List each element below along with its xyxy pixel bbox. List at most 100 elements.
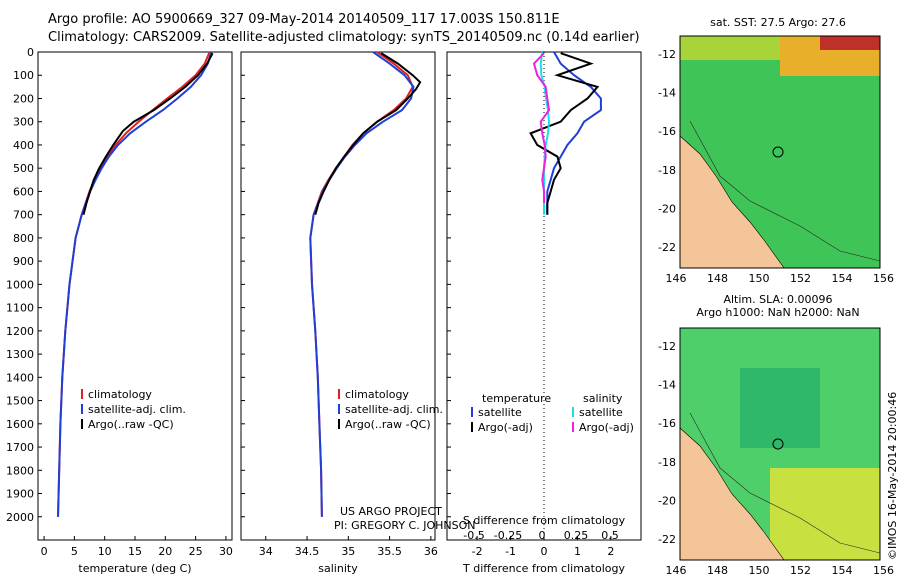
legend-label: Argo(-adj) <box>579 421 634 434</box>
legend-label: climatology <box>88 388 152 401</box>
x-tick-label: 1 <box>574 545 581 558</box>
y-tick-label: 900 <box>13 255 34 268</box>
legend-label: satellite <box>579 406 623 419</box>
map-y-tick-label: -14 <box>658 379 676 392</box>
legend-header: salinity <box>583 392 623 405</box>
y-tick-label: 300 <box>13 116 34 129</box>
map-x-tick-label: 152 <box>790 272 811 285</box>
map-y-tick-label: -18 <box>658 164 676 177</box>
sla-map <box>679 327 881 561</box>
legend-label: Argo(..raw -QC) <box>88 418 174 431</box>
map-y-tick-label: -18 <box>658 456 676 469</box>
x-tick-label: 36 <box>424 545 438 558</box>
map-y-tick-label: -20 <box>658 202 676 215</box>
y-tick-label: 1000 <box>6 278 34 291</box>
map-y-tick-label: -14 <box>658 87 676 100</box>
temperature-profile-series-satellite-adj--clim- <box>57 51 213 517</box>
sla-low-patch <box>740 368 820 448</box>
argo-location-marker <box>772 438 784 450</box>
map-x-tick-label: 154 <box>832 272 853 285</box>
x-tick-label: -2 <box>472 545 483 558</box>
x-tick-label: 35 <box>341 545 355 558</box>
y-tick-label: 1900 <box>6 488 34 501</box>
y-tick-label: 800 <box>13 232 34 245</box>
map-x-tick-label: 154 <box>832 564 853 577</box>
top-x-tick-label: 0.5 <box>601 529 619 542</box>
x-axis-label: temperature (deg C) <box>78 562 191 575</box>
salinity-profile-frame <box>240 51 436 541</box>
y-tick-label: 600 <box>13 185 34 198</box>
x-tick-label: 20 <box>158 545 172 558</box>
sla-map-title-line2: Argo h1000: NaN h2000: NaN <box>696 306 860 319</box>
sla-map-title-line1: Altim. SLA: 0.00096 <box>723 293 833 306</box>
credit-pi: PI: GREGORY C. JOHNSON <box>334 519 475 532</box>
x-tick-label: 30 <box>219 545 233 558</box>
x-tick-label: 5 <box>71 545 78 558</box>
map-x-tick-label: 146 <box>666 272 687 285</box>
hot-sst-patch <box>820 36 880 50</box>
map-x-tick-label: 156 <box>873 272 894 285</box>
y-tick-label: 0 <box>27 46 34 59</box>
map-y-tick-label: -22 <box>658 241 676 254</box>
x-tick-label: 0 <box>541 545 548 558</box>
map-y-tick-label: -12 <box>658 340 676 353</box>
x-tick-label: 10 <box>98 545 112 558</box>
reef-contour <box>689 120 881 262</box>
map-frame <box>679 327 881 561</box>
y-tick-label: 500 <box>13 162 34 175</box>
x-tick-label: 2 <box>607 545 614 558</box>
plot-title-line2: Climatology: CARS2009. Satellite-adjuste… <box>48 30 640 45</box>
y-tick-label: 1700 <box>6 441 34 454</box>
salinity-profile-series-satellite-adj--clim- <box>309 51 415 517</box>
y-tick-label: 200 <box>13 92 34 105</box>
legend-label: satellite-adj. clim. <box>88 403 186 416</box>
salinity-profile-series-argo <box>314 52 422 215</box>
map-x-tick-label: 146 <box>666 564 687 577</box>
y-tick-label: 1600 <box>6 418 34 431</box>
plot-title-line1: Argo profile: AO 5900669_327 09-May-2014… <box>48 12 560 27</box>
top-x-tick-label: 0 <box>539 529 546 542</box>
top-x-tick-label: -0.25 <box>494 529 522 542</box>
legend-header: temperature <box>482 392 551 405</box>
x-tick-label: 34 <box>259 545 273 558</box>
map-x-tick-label: 148 <box>707 272 728 285</box>
map-y-tick-label: -16 <box>658 417 676 430</box>
top-x-tick-label: -0.5 <box>463 529 484 542</box>
sla-high-patch <box>770 468 880 560</box>
y-tick-label: 700 <box>13 209 34 222</box>
legend-label: climatology <box>345 388 409 401</box>
reef-contour <box>689 412 881 554</box>
imos-timestamp: ©IMOS 16-May-2014 20:00:46 <box>886 391 899 560</box>
difference-profile-series-s-argo <box>532 52 551 203</box>
map-x-tick-label: 152 <box>790 564 811 577</box>
y-tick-label: 1800 <box>6 464 34 477</box>
temperature-profile-series-argo <box>82 52 214 215</box>
x-tick-label: 0 <box>41 545 48 558</box>
legend-label: satellite-adj. clim. <box>345 403 443 416</box>
sst-map-title: sat. SST: 27.5 Argo: 27.6 <box>710 16 846 29</box>
difference-profile-series-t-satellite <box>546 51 602 215</box>
map-y-tick-label: -12 <box>658 48 676 61</box>
x-tick-label: 34.5 <box>295 545 320 558</box>
map-x-tick-label: 148 <box>707 564 728 577</box>
map-x-tick-label: 150 <box>749 272 770 285</box>
map-frame <box>679 35 881 269</box>
top-x-tick-label: 0.25 <box>564 529 589 542</box>
map-x-tick-label: 150 <box>749 564 770 577</box>
salinity-profile-series-climatology <box>309 51 414 517</box>
map-x-tick-label: 156 <box>873 564 894 577</box>
x-tick-label: 35.5 <box>377 545 402 558</box>
y-tick-label: 1400 <box>6 371 34 384</box>
argo-location-marker <box>772 146 784 158</box>
map-y-tick-label: -20 <box>658 494 676 507</box>
y-tick-label: 1100 <box>6 302 34 315</box>
y-tick-label: 1300 <box>6 348 34 361</box>
y-tick-label: 1200 <box>6 325 34 338</box>
x-axis-label: salinity <box>318 562 358 575</box>
x-tick-label: 25 <box>189 545 203 558</box>
y-tick-label: 1500 <box>6 395 34 408</box>
y-tick-label: 100 <box>13 69 34 82</box>
legend-label: Argo(..raw -QC) <box>345 418 431 431</box>
x-tick-label: 15 <box>128 545 142 558</box>
